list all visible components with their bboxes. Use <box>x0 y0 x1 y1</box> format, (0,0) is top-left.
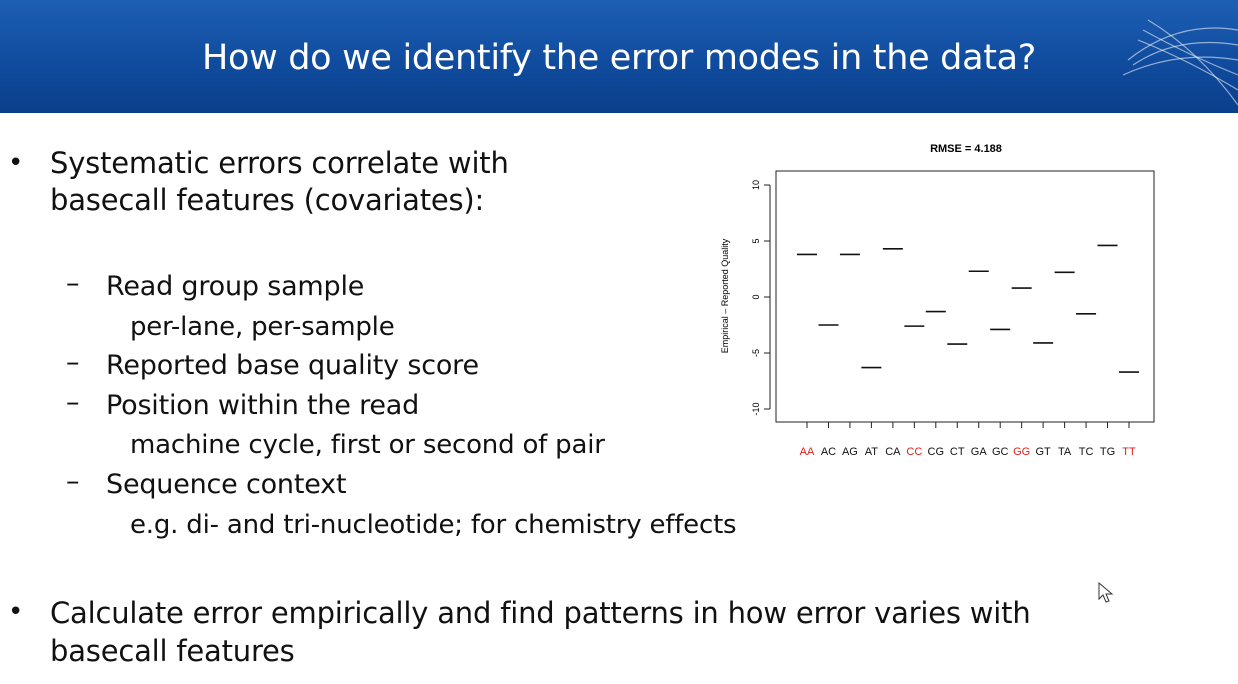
chart-title: RMSE = 4.188 <box>930 143 1002 155</box>
sub-item-read-group: Read group sample <box>106 271 365 302</box>
x-tick-label: AC <box>821 446 836 458</box>
sub-item-position-detail: machine cycle, first or second of pair <box>130 430 605 460</box>
bullet-dot: • <box>8 597 24 627</box>
y-tick-label: 0 <box>751 294 761 299</box>
y-tick-label: -5 <box>751 349 761 357</box>
slide-title: How do we identify the error modes in th… <box>201 38 1037 78</box>
dinucleotide-chart: RMSE = 4.188 Empirical – Reported Qualit… <box>720 143 1155 458</box>
y-tick-label: 10 <box>751 180 761 190</box>
y-tick-label: 5 <box>751 238 761 243</box>
x-tick-label: AG <box>842 446 858 458</box>
x-tick-label: CT <box>950 446 965 458</box>
sub-item-dash: – <box>66 466 80 497</box>
mouse-cursor-icon <box>1098 582 1114 603</box>
sub-item-sequence-context-detail: e.g. di- and tri-nucleotide; for chemist… <box>130 510 737 540</box>
x-tick-label: GT <box>1035 446 1051 458</box>
header-decoration <box>1122 19 1238 106</box>
x-tick-label: AA <box>800 446 815 458</box>
sub-item-dash: – <box>66 347 80 378</box>
sub-item-dash: – <box>66 387 80 418</box>
x-tick-label: GC <box>992 446 1009 458</box>
sub-item-sequence-context: Sequence context <box>106 469 347 500</box>
x-tick-label: GA <box>971 446 988 458</box>
sub-item-base-quality: Reported base quality score <box>106 350 479 381</box>
x-tick-label: GG <box>1013 446 1030 458</box>
bullet-2-line-2: basecall features <box>50 634 295 668</box>
sub-item-position: Position within the read <box>106 390 420 421</box>
bullet-1-line-1: Systematic errors correlate with <box>50 146 509 180</box>
sub-item-read-group-detail: per-lane, per-sample <box>130 312 395 342</box>
x-tick-label: CC <box>906 446 922 458</box>
x-tick-label: TA <box>1058 446 1072 458</box>
x-tick-label: CA <box>885 446 901 458</box>
bullet-dot: • <box>8 148 24 178</box>
x-tick-label: TC <box>1079 446 1094 458</box>
y-tick-label: -10 <box>751 402 761 415</box>
slide-header: How do we identify the error modes in th… <box>0 0 1238 113</box>
x-tick-label: CG <box>928 446 945 458</box>
plot-frame <box>775 170 1155 423</box>
x-tick-label: TG <box>1100 446 1115 458</box>
sub-item-dash: – <box>66 268 80 299</box>
y-axis-label: Empirical – Reported Quality <box>720 238 730 353</box>
bullet-1-line-2: basecall features (covariates): <box>50 183 485 217</box>
bullet-2-line-1: Calculate error empirically and find pat… <box>50 596 1031 630</box>
x-tick-label: AT <box>865 446 879 458</box>
x-tick-label: TT <box>1122 446 1136 458</box>
